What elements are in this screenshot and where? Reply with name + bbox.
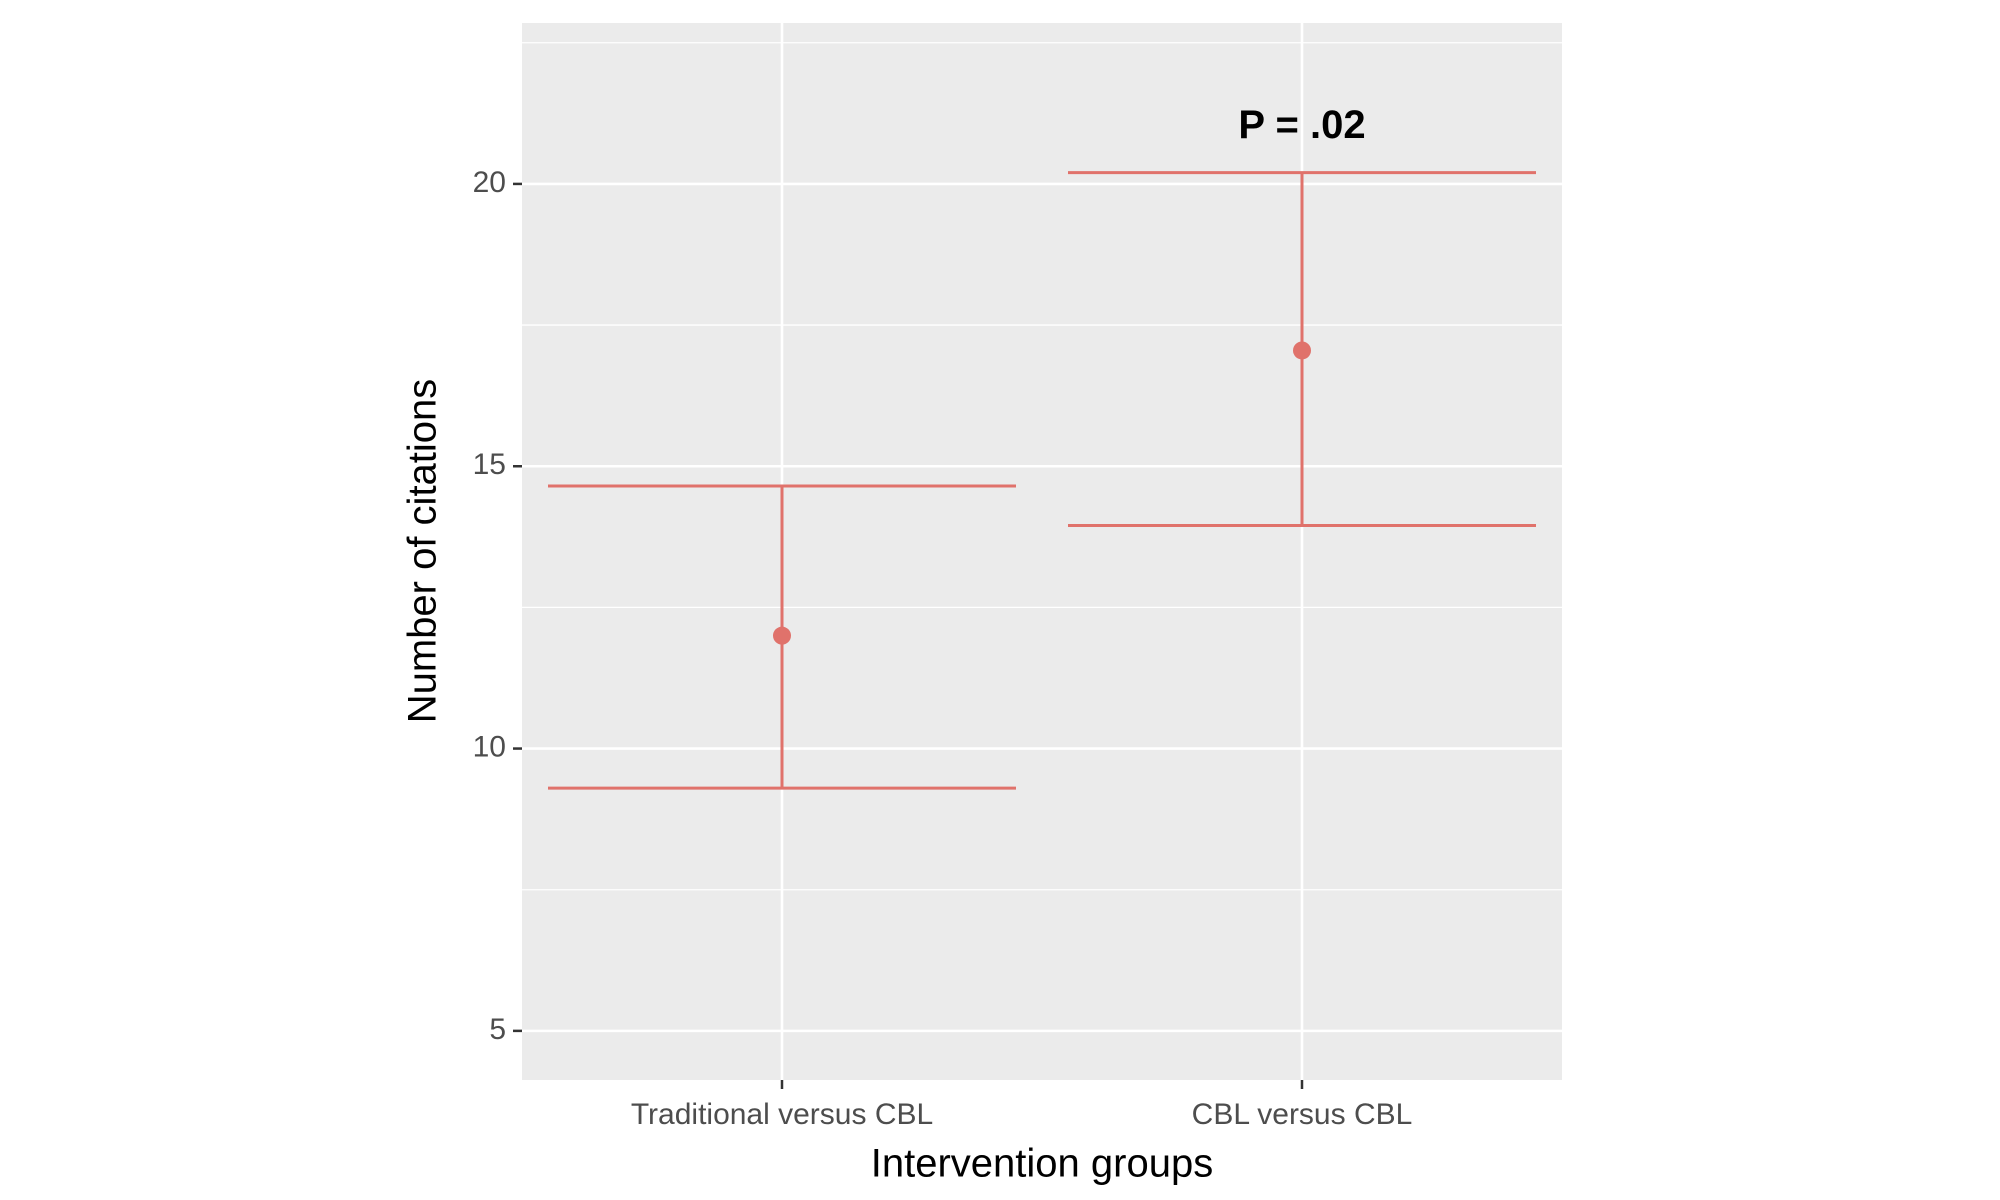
panel: [522, 23, 1562, 1080]
x-tick-label: Traditional versus CBL: [631, 1098, 933, 1131]
y-axis-title: Number of citations: [401, 379, 445, 724]
y-tick-label: 20: [473, 166, 506, 199]
x-tick-label: CBL versus CBL: [1192, 1098, 1413, 1131]
annotation: P = .02: [1238, 103, 1365, 147]
y-tick-label: 5: [489, 1013, 506, 1046]
y-tick-label: 15: [473, 448, 506, 481]
point: [773, 626, 791, 645]
point: [1293, 341, 1311, 360]
x-axis-title: Intervention groups: [871, 1142, 1213, 1186]
y-tick-label: 10: [473, 730, 506, 763]
